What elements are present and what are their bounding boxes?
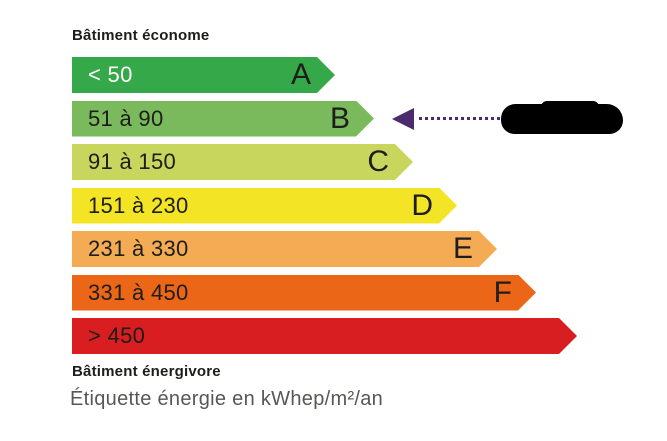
energy-bar: 331 à 450 F: [72, 275, 536, 311]
energy-bar: < 50 A: [72, 57, 335, 93]
redacted-value-blob: [501, 100, 623, 134]
energy-bar-row-d: 151 à 230 D: [72, 188, 457, 224]
current-rating-marker: [392, 100, 623, 134]
energy-bar-row-e: 231 à 330 E: [72, 231, 497, 267]
energy-bar-row-f: 331 à 450 F: [72, 275, 536, 311]
energy-range-label: 231 à 330: [88, 236, 189, 261]
energy-bar: 51 à 90 B: [72, 101, 374, 137]
energy-range-label: < 50: [88, 62, 133, 87]
energy-bar-row-c: 91 à 150 C: [72, 144, 413, 180]
energy-bar: 151 à 230 D: [72, 188, 457, 224]
economical-building-label: Bâtiment économe: [72, 27, 210, 44]
energy-bar-row-a: < 50 A: [72, 57, 335, 93]
energy-grade-letter: F: [493, 275, 512, 309]
energy-range-label: > 450: [88, 323, 146, 348]
energy-grade-letter: A: [290, 58, 311, 91]
energy-range-label: 51 à 90: [88, 105, 164, 131]
energy-bar-row-b: 51 à 90 B: [72, 100, 623, 137]
arrow-left-icon: [392, 107, 414, 130]
energy-grade-letter: D: [411, 188, 433, 222]
dotted-connector-line: [419, 117, 500, 120]
energy-bar: > 450: [72, 318, 577, 354]
energy-grade-letter: B: [329, 101, 350, 135]
energy-bar: 91 à 150 C: [72, 144, 413, 180]
energy-grade-letter: C: [367, 145, 389, 178]
energy-intensive-building-label: Bâtiment énergivore: [72, 363, 221, 380]
energy-bar-row-g: > 450: [72, 318, 577, 354]
energy-grade-letter: E: [452, 232, 473, 265]
energy-range-label: 331 à 450: [88, 279, 189, 305]
energy-range-label: 151 à 230: [88, 192, 189, 218]
energy-label-caption: Étiquette énergie en kWhep/m²/an: [70, 388, 384, 410]
energy-bar: 231 à 330 E: [72, 231, 497, 267]
energy-range-label: 91 à 150: [88, 149, 177, 174]
